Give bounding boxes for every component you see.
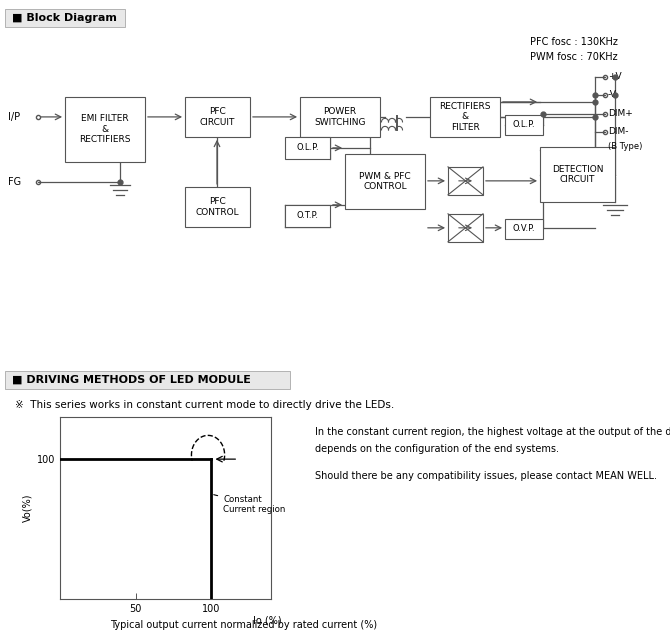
Text: DIM-: DIM- xyxy=(608,127,628,136)
Text: Io (%): Io (%) xyxy=(253,615,281,626)
Text: O.L.P.: O.L.P. xyxy=(513,120,535,129)
Text: ■ Block Diagram: ■ Block Diagram xyxy=(12,13,117,23)
FancyBboxPatch shape xyxy=(65,97,145,162)
Text: -V: -V xyxy=(608,90,617,99)
FancyBboxPatch shape xyxy=(5,9,125,27)
Text: Typical output current normalized by rated current (%): Typical output current normalized by rat… xyxy=(110,620,377,630)
Text: Constant
Current region: Constant Current region xyxy=(214,495,285,514)
Text: PWM fosc : 70KHz: PWM fosc : 70KHz xyxy=(530,52,618,62)
Text: RECTIFIERS
&
FILTER: RECTIFIERS & FILTER xyxy=(440,102,490,132)
Text: O.T.P.: O.T.P. xyxy=(297,211,318,220)
Text: +V: +V xyxy=(608,73,622,82)
Y-axis label: Vo(%): Vo(%) xyxy=(23,494,33,522)
Text: PFC fosc : 130KHz: PFC fosc : 130KHz xyxy=(530,37,618,47)
FancyBboxPatch shape xyxy=(448,167,483,195)
Text: I/P: I/P xyxy=(8,112,20,122)
FancyBboxPatch shape xyxy=(345,154,425,209)
Text: In the constant current region, the highest voltage at the output of the driver: In the constant current region, the high… xyxy=(315,427,670,437)
Text: EMI FILTER
&
RECTIFIERS: EMI FILTER & RECTIFIERS xyxy=(79,115,131,145)
FancyBboxPatch shape xyxy=(185,187,250,227)
FancyBboxPatch shape xyxy=(505,115,543,135)
Text: O.V.P.: O.V.P. xyxy=(513,224,535,233)
Text: PWM & PFC
CONTROL: PWM & PFC CONTROL xyxy=(359,171,411,191)
Text: DIM+: DIM+ xyxy=(608,110,632,118)
FancyBboxPatch shape xyxy=(430,97,500,137)
FancyBboxPatch shape xyxy=(540,147,615,202)
FancyBboxPatch shape xyxy=(285,137,330,159)
Text: DETECTION
CIRCUIT: DETECTION CIRCUIT xyxy=(552,164,603,184)
FancyBboxPatch shape xyxy=(448,214,483,242)
Text: (B Type): (B Type) xyxy=(608,143,643,152)
Text: O.L.P.: O.L.P. xyxy=(296,143,319,152)
Text: depends on the configuration of the end systems.: depends on the configuration of the end … xyxy=(315,444,559,454)
FancyBboxPatch shape xyxy=(5,371,290,389)
Text: PFC
CIRCUIT: PFC CIRCUIT xyxy=(200,107,235,127)
Text: PFC
CONTROL: PFC CONTROL xyxy=(196,197,239,217)
FancyBboxPatch shape xyxy=(285,205,330,227)
Text: ■ DRIVING METHODS OF LED MODULE: ■ DRIVING METHODS OF LED MODULE xyxy=(12,375,251,385)
Text: Should there be any compatibility issues, please contact MEAN WELL.: Should there be any compatibility issues… xyxy=(315,471,657,481)
FancyBboxPatch shape xyxy=(300,97,380,137)
Text: FG: FG xyxy=(8,177,21,187)
FancyBboxPatch shape xyxy=(185,97,250,137)
Text: POWER
SWITCHING: POWER SWITCHING xyxy=(314,107,366,127)
FancyBboxPatch shape xyxy=(505,219,543,239)
Text: ※  This series works in constant current mode to directly drive the LEDs.: ※ This series works in constant current … xyxy=(15,400,394,410)
